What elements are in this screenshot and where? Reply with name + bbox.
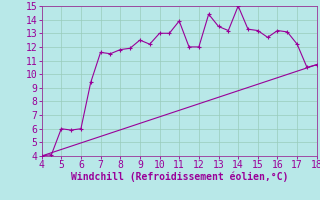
X-axis label: Windchill (Refroidissement éolien,°C): Windchill (Refroidissement éolien,°C): [70, 172, 288, 182]
